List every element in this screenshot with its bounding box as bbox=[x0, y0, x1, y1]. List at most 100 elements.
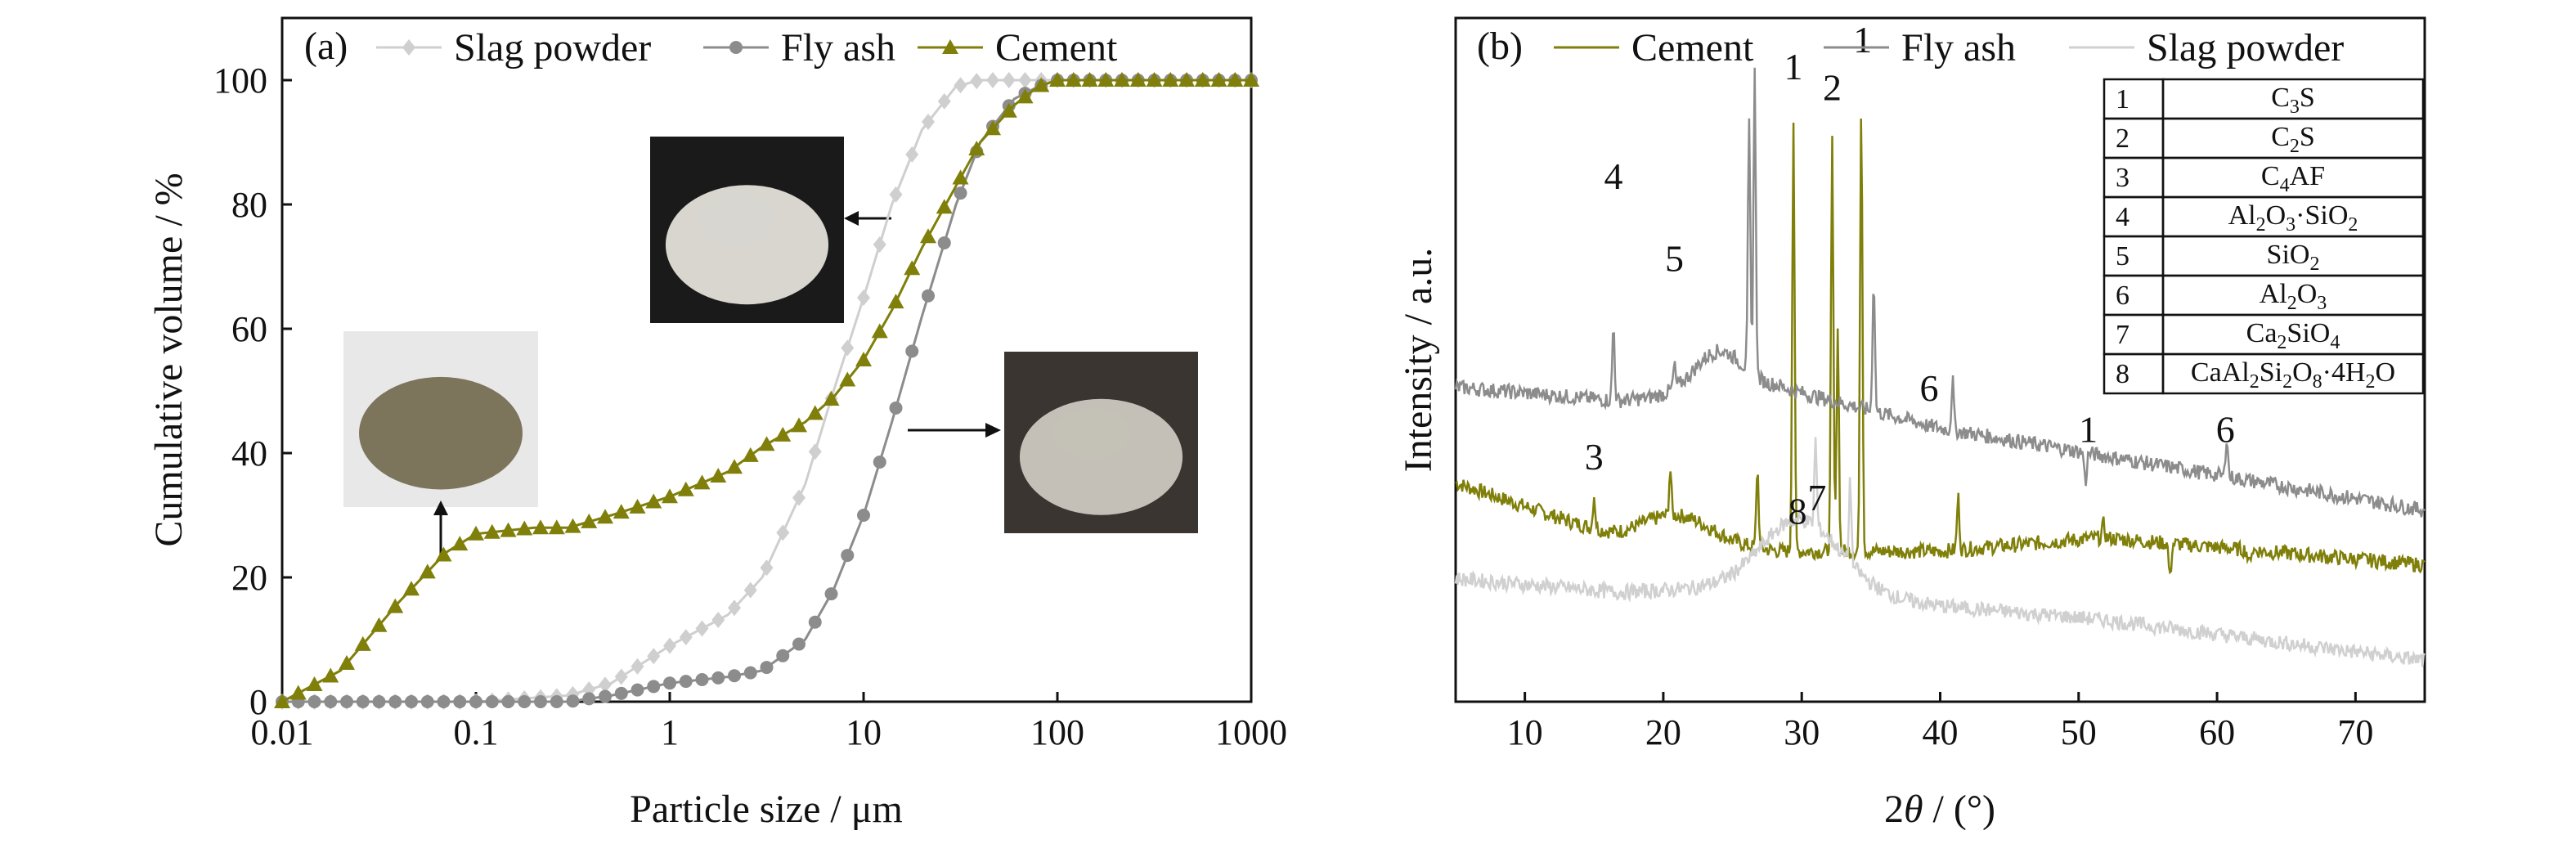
legend-item: Fly ash bbox=[1824, 26, 2016, 70]
data-point bbox=[1146, 72, 1163, 87]
formula-part: C bbox=[2271, 83, 2290, 113]
data-point bbox=[339, 655, 355, 671]
panel-a-ylabel: Cumulative volume / % bbox=[147, 173, 191, 546]
x-tick-label: 0.01 bbox=[251, 712, 314, 752]
legend-label: Slag powder bbox=[2147, 26, 2344, 70]
panel-b-legend: Cement Fly ash Slag powder bbox=[1554, 26, 2344, 70]
peak-label: 2 bbox=[1823, 66, 1842, 108]
data-point bbox=[647, 680, 661, 694]
formula-part: 4 bbox=[2280, 175, 2290, 196]
data-point bbox=[857, 290, 870, 306]
formula-part: O bbox=[2376, 357, 2396, 388]
arrow-head bbox=[433, 501, 448, 515]
data-point bbox=[599, 676, 612, 694]
data-point bbox=[435, 546, 452, 562]
data-point bbox=[1065, 72, 1082, 87]
data-point bbox=[581, 513, 598, 528]
data-point bbox=[370, 617, 388, 632]
legend-label: Slag powder bbox=[454, 26, 651, 70]
formula-part: C bbox=[2271, 122, 2290, 152]
panel-b-series bbox=[1454, 67, 2426, 667]
series-cement bbox=[1455, 118, 2426, 575]
data-point bbox=[420, 695, 434, 708]
series-fly-ash bbox=[1454, 67, 2426, 518]
data-point bbox=[564, 518, 581, 533]
formula-part: O bbox=[2292, 357, 2313, 388]
legend-item: Cement bbox=[1554, 26, 1754, 70]
formula-part: 2 bbox=[2282, 371, 2292, 393]
data-point bbox=[419, 563, 436, 579]
data-point bbox=[453, 695, 467, 708]
data-point bbox=[873, 455, 886, 469]
panel-a-ticks: 0.01 0.1 1 10 100 1000 0 20 40 60 80 100 bbox=[213, 61, 1287, 752]
data-point bbox=[597, 509, 613, 524]
phase-formula: SiO2 bbox=[2267, 240, 2320, 275]
legend-item: Cement bbox=[918, 26, 1118, 70]
phase-number: 1 bbox=[2116, 84, 2129, 114]
x-tick-label: 10 bbox=[1507, 712, 1543, 752]
data-point bbox=[613, 504, 630, 519]
panel-a-xlabel: Particle size / μm bbox=[630, 788, 903, 831]
data-point bbox=[614, 686, 628, 700]
data-point bbox=[986, 72, 999, 88]
legend-marker bbox=[402, 39, 415, 56]
phase-number: 6 bbox=[2116, 281, 2129, 311]
data-point bbox=[839, 371, 856, 387]
table-cell bbox=[2103, 195, 2165, 238]
data-point bbox=[726, 459, 743, 474]
slag-photo bbox=[650, 137, 844, 323]
data-point bbox=[922, 289, 935, 303]
x-tick-label: 70 bbox=[2337, 712, 2373, 752]
data-point bbox=[306, 676, 323, 691]
data-point bbox=[599, 689, 612, 703]
data-point bbox=[356, 695, 370, 708]
x-tick-label: 30 bbox=[1784, 712, 1820, 752]
data-point bbox=[289, 685, 307, 700]
phase-number: 5 bbox=[2116, 241, 2129, 272]
data-point bbox=[760, 661, 774, 675]
legend-item: Fly ash bbox=[703, 26, 895, 70]
data-point bbox=[1033, 77, 1050, 92]
x-tick-label: 60 bbox=[2199, 712, 2235, 752]
data-point bbox=[776, 649, 790, 662]
data-point bbox=[1049, 72, 1066, 87]
x-tick-label: 50 bbox=[2061, 712, 2097, 752]
data-point bbox=[1002, 72, 1016, 88]
data-point bbox=[451, 536, 469, 551]
data-point bbox=[728, 669, 741, 683]
x-tick-label: 40 bbox=[1923, 712, 1959, 752]
data-point bbox=[1243, 72, 1259, 87]
data-point bbox=[629, 498, 646, 514]
data-point bbox=[824, 587, 838, 601]
phase-formula: Al2O3 bbox=[2260, 279, 2327, 314]
data-point bbox=[855, 352, 872, 366]
data-point bbox=[920, 228, 936, 244]
phase-formula: C3S bbox=[2271, 83, 2315, 118]
arrow-head bbox=[985, 423, 1001, 438]
data-point bbox=[582, 692, 596, 706]
data-point bbox=[792, 489, 806, 506]
data-point bbox=[841, 549, 855, 563]
data-point bbox=[662, 488, 678, 504]
data-point bbox=[922, 114, 935, 131]
data-point bbox=[403, 581, 420, 596]
table-cell bbox=[2103, 235, 2165, 277]
formula-part: SiO bbox=[2287, 318, 2330, 348]
formula-part: ·SiO bbox=[2296, 200, 2348, 231]
data-point bbox=[1129, 72, 1147, 87]
legend-marker bbox=[942, 39, 958, 54]
x-tick-label: 10 bbox=[846, 712, 882, 752]
data-point bbox=[1162, 72, 1179, 87]
legend-label: Fly ash bbox=[781, 26, 895, 70]
x-tick-label: 0.1 bbox=[454, 712, 499, 752]
data-point bbox=[774, 426, 792, 442]
legend-label: Cement bbox=[1631, 26, 1754, 70]
data-point bbox=[485, 695, 499, 708]
y-tick-label: 20 bbox=[231, 558, 267, 598]
data-point bbox=[905, 344, 919, 358]
data-point bbox=[792, 637, 806, 651]
data-point bbox=[631, 658, 644, 675]
data-point bbox=[695, 672, 709, 686]
data-point bbox=[679, 629, 693, 646]
phase-table-row: 4 Al2O3·SiO2 bbox=[2103, 195, 2425, 238]
